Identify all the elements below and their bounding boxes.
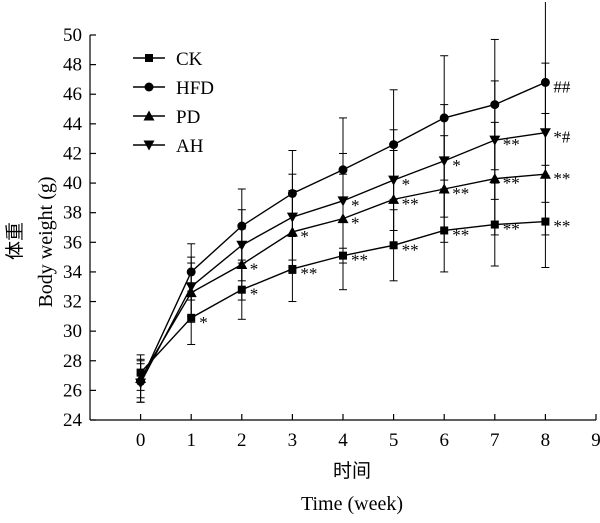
- significance-label-ck: *: [250, 285, 258, 304]
- y-axis-label: Body weight (g): [35, 176, 57, 307]
- data-point-ah: [438, 156, 450, 167]
- significance-label-pd: **: [503, 174, 520, 193]
- data-point-ck: [339, 251, 347, 260]
- y-tick-label: 46: [63, 84, 82, 105]
- data-point-hfd: [186, 267, 196, 277]
- x-tick-label: 8: [541, 430, 551, 451]
- data-point-hfd: [490, 100, 500, 110]
- y-tick-label: 32: [63, 292, 82, 313]
- legend-label-ck: CK: [176, 49, 203, 70]
- data-point-hfd: [389, 140, 399, 150]
- y-tick-label: 24: [63, 410, 83, 431]
- data-point-ah: [135, 378, 147, 389]
- data-point-pd: [337, 213, 349, 224]
- significance-label-ck: **: [402, 240, 419, 259]
- legend-marker-hfd: [144, 82, 154, 92]
- legend-marker-pd: [143, 110, 155, 121]
- data-point-hfd: [287, 188, 297, 198]
- y-tick-label: 28: [63, 351, 82, 372]
- data-point-hfd: [540, 77, 550, 87]
- y-axis-label-cn: 体重: [4, 222, 26, 260]
- significance-label-ck: **: [452, 225, 469, 244]
- significance-label-ah: **: [503, 135, 520, 154]
- y-tick-label: 38: [63, 203, 82, 224]
- data-point-hfd: [439, 113, 449, 123]
- significance-label-ah: *: [402, 175, 411, 194]
- data-point-pd: [539, 168, 551, 179]
- y-tick-label: 48: [63, 55, 82, 76]
- data-point-ah: [185, 282, 197, 293]
- data-point-pd: [286, 226, 298, 237]
- significance-label-ah: *: [452, 156, 461, 175]
- data-point-ck: [237, 285, 246, 294]
- y-tick-label: 26: [63, 380, 82, 401]
- significance-label-ck: **: [300, 264, 317, 283]
- legend-label-pd: PD: [176, 107, 200, 128]
- y-tick-label: 44: [63, 114, 83, 135]
- significance-label-pd: *: [300, 227, 309, 246]
- data-point-ck: [187, 313, 196, 322]
- x-tick-label: 9: [591, 430, 600, 451]
- data-point-ck: [389, 241, 398, 250]
- x-tick-label: 5: [389, 430, 399, 451]
- significance-label-pd: **: [452, 184, 469, 203]
- data-point-ck: [541, 217, 550, 226]
- data-point-ck: [288, 264, 297, 273]
- y-tick-label: 30: [63, 321, 82, 342]
- y-tick-label: 50: [63, 25, 82, 46]
- data-point-ck: [440, 226, 449, 235]
- x-axis-label-cn: 时间: [333, 460, 371, 482]
- x-tick-label: 2: [237, 430, 247, 451]
- data-point-pd: [388, 193, 400, 204]
- data-point-ah: [489, 135, 501, 146]
- x-tick-label: 4: [338, 430, 348, 451]
- data-point-ah: [337, 196, 349, 207]
- data-point-pd: [438, 183, 450, 194]
- data-point-hfd: [338, 165, 348, 175]
- significance-label-pd: *: [250, 260, 258, 279]
- data-point-ck: [490, 220, 499, 229]
- x-tick-label: 1: [186, 430, 196, 451]
- x-tick-label: 6: [439, 430, 449, 451]
- significance-label-ck: **: [553, 217, 570, 236]
- significance-label-pd: **: [553, 169, 570, 188]
- data-point-ah: [286, 212, 298, 223]
- y-tick-label: 42: [63, 143, 82, 164]
- significance-label-pd: **: [402, 194, 419, 213]
- significance-label-ah: *#: [553, 128, 571, 147]
- x-tick-label: 3: [288, 430, 298, 451]
- significance-label-ck: *: [199, 313, 208, 332]
- significance-label-hfd: ##: [553, 77, 571, 96]
- data-point-ck: [136, 368, 145, 377]
- y-tick-label: 40: [63, 173, 82, 194]
- x-axis-label: Time (week): [301, 493, 403, 515]
- y-tick-label: 34: [63, 262, 83, 283]
- data-point-ah: [236, 240, 248, 251]
- data-point-pd: [236, 259, 248, 270]
- significance-label-ck: **: [351, 251, 368, 270]
- legend-marker-ah: [143, 140, 155, 151]
- data-point-ah: [539, 128, 551, 139]
- significance-annotations: ********** ** **##********* ******* *#: [199, 77, 571, 331]
- legend-label-hfd: HFD: [176, 78, 214, 99]
- x-tick-label: 7: [490, 430, 500, 451]
- data-point-pd: [489, 173, 501, 184]
- significance-label-ah: *: [351, 196, 360, 215]
- data-point-hfd: [237, 221, 247, 231]
- significance-label-ck: **: [503, 220, 520, 239]
- legend-label-ah: AH: [176, 136, 204, 157]
- y-tick-label: 36: [63, 232, 82, 253]
- legend: CK HFD PD AH: [133, 49, 214, 157]
- legend-marker-ck: [145, 54, 153, 62]
- significance-label-pd: *: [351, 214, 360, 233]
- series-markers: [135, 77, 551, 389]
- data-point-ah: [388, 175, 400, 186]
- x-tick-label: 0: [136, 430, 146, 451]
